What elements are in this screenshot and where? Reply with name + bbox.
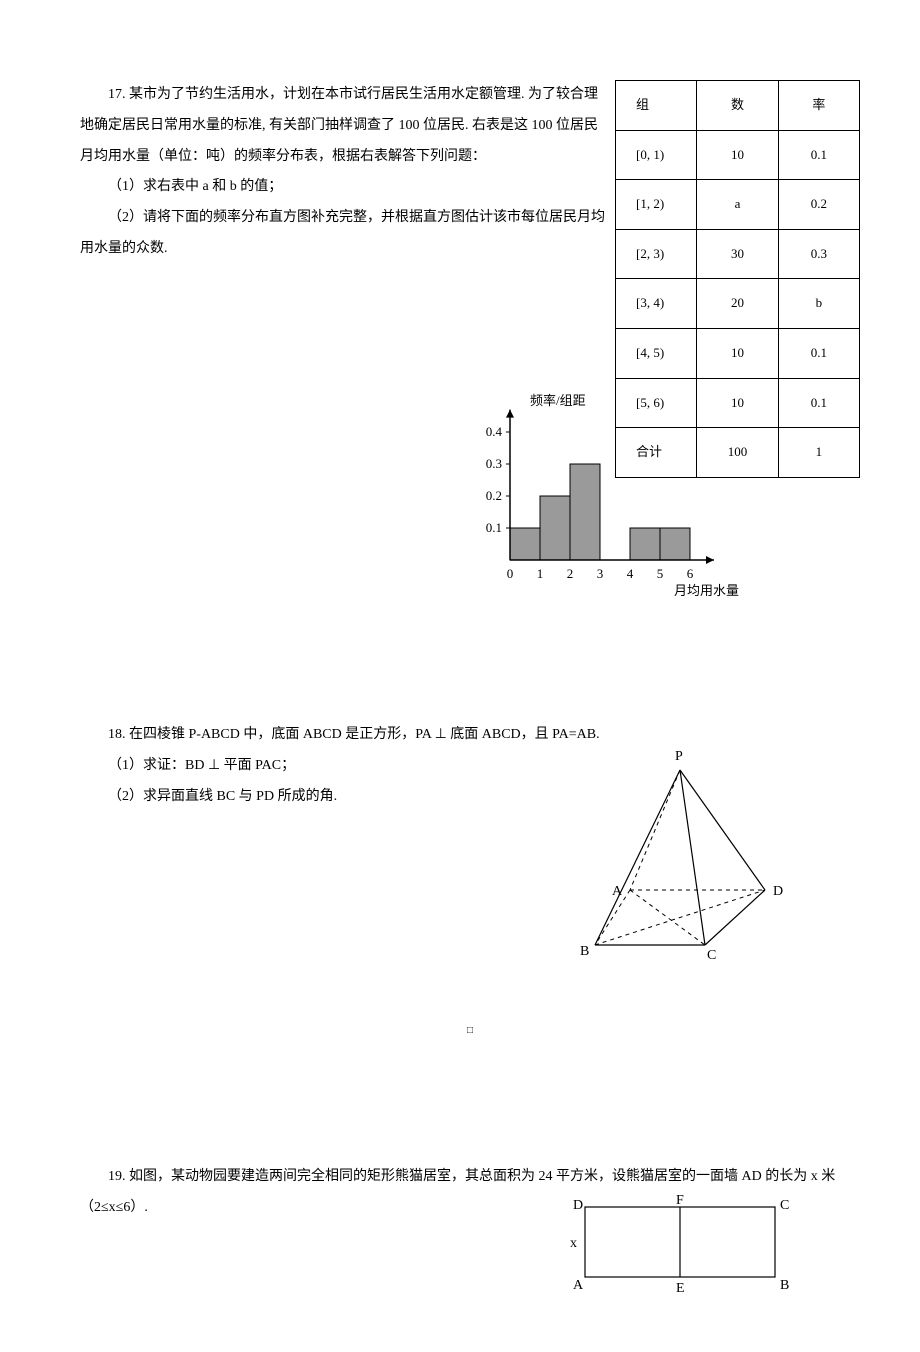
svg-text:1: 1 xyxy=(537,566,544,581)
table-row: 组 数 率 xyxy=(616,81,860,131)
svg-text:B: B xyxy=(780,1278,789,1293)
table-row: [0, 1)100.1 xyxy=(616,130,860,180)
svg-text:F: F xyxy=(676,1193,684,1208)
box-diagram: D F C A E Bx xyxy=(560,1192,800,1302)
svg-text:频率/组距: 频率/组距 xyxy=(530,393,586,408)
svg-text:E: E xyxy=(676,1281,685,1296)
svg-text:0.4: 0.4 xyxy=(486,424,503,439)
svg-text:x: x xyxy=(570,1236,577,1251)
svg-text:月均用水量: 月均用水量 xyxy=(674,583,739,598)
q17-part2: （2）请将下面的频率分布直方图补充完整，并根据直方图估计该市每位居民月均用水量的… xyxy=(80,203,610,265)
svg-text:3: 3 xyxy=(597,566,604,581)
q17-intro: 17. 某市为了节约生活用水，计划在本市试行居民生活用水定额管理. 为了较合理地… xyxy=(80,80,610,172)
histogram: 0.1 0.2 0.3 0.4 0 1 2 3 4 5 6 频率/组距月均用水量 xyxy=(460,390,780,610)
table-row: [3, 4)20b xyxy=(616,279,860,329)
table-row: [1, 2)a0.2 xyxy=(616,180,860,230)
svg-text:A: A xyxy=(573,1278,584,1293)
svg-text:P: P xyxy=(675,749,683,764)
svg-text:D: D xyxy=(573,1198,583,1213)
q18-section: 18. 在四棱锥 P-ABCD 中，底面 ABCD 是正方形，PA ⊥ 底面 A… xyxy=(80,720,860,980)
svg-text:5: 5 xyxy=(657,566,664,581)
svg-text:B: B xyxy=(580,944,589,959)
q17-text: 17. 某市为了节约生活用水，计划在本市试行居民生活用水定额管理. 为了较合理地… xyxy=(80,80,610,265)
svg-text:0: 0 xyxy=(507,566,514,581)
svg-text:0.1: 0.1 xyxy=(486,520,502,535)
svg-text:4: 4 xyxy=(627,566,634,581)
header-rate: 率 xyxy=(778,81,859,131)
table-row: [4, 5)100.1 xyxy=(616,328,860,378)
svg-text:D: D xyxy=(773,884,783,899)
svg-text:0.3: 0.3 xyxy=(486,456,502,471)
header-group: 组 xyxy=(616,81,697,131)
svg-text:6: 6 xyxy=(687,566,694,581)
q17-part1: （1）求右表中 a 和 b 的值； xyxy=(80,172,610,203)
q17-section: 17. 某市为了节约生活用水，计划在本市试行居民生活用水定额管理. 为了较合理地… xyxy=(80,80,860,680)
q19-section: 19. 如图，某动物园要建造两间完全相同的矩形熊猫居室，其总面积为 24 平方米… xyxy=(80,1162,860,1312)
svg-text:2: 2 xyxy=(567,566,574,581)
table-row: [2, 3)300.3 xyxy=(616,229,860,279)
svg-text:0.2: 0.2 xyxy=(486,488,502,503)
page-divider: □ xyxy=(80,1020,860,1042)
svg-text:A: A xyxy=(612,884,623,899)
pyramid-diagram: P A B C D xyxy=(550,740,810,970)
svg-text:C: C xyxy=(707,948,716,963)
header-count: 数 xyxy=(697,81,778,131)
svg-text:C: C xyxy=(780,1198,789,1213)
